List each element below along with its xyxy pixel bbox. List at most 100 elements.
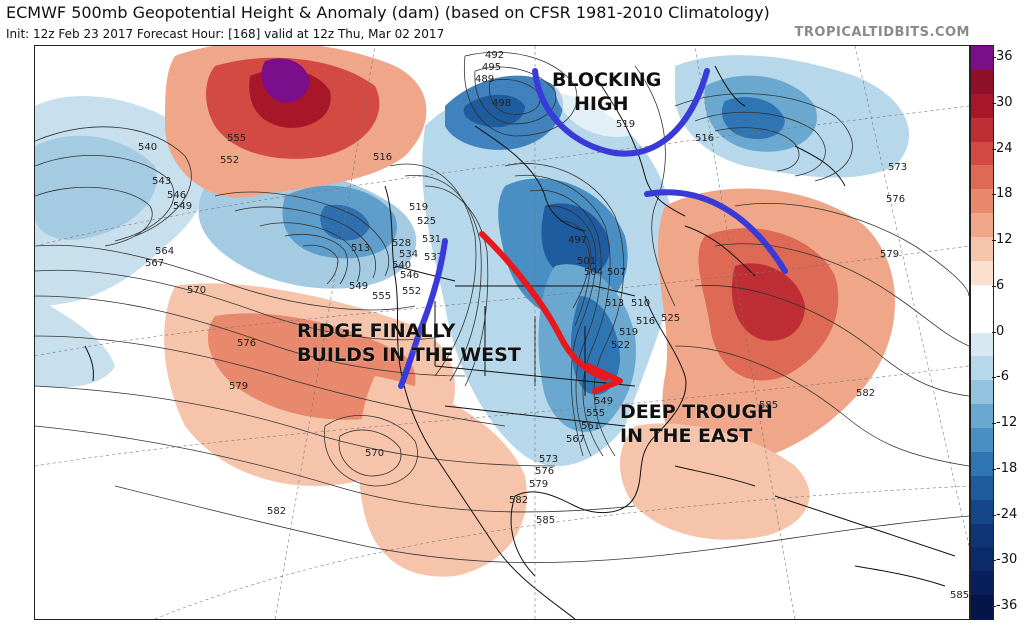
colorbar-segment [971, 356, 993, 381]
colorbar-tick-mark [992, 331, 996, 333]
contour-label: 573 [539, 454, 558, 465]
colorbar-segment [971, 284, 993, 310]
contour-label: 501 [577, 256, 596, 267]
contour-label: 585 [536, 515, 555, 526]
height-contours [35, 51, 969, 563]
contour-label: 507 [607, 267, 626, 278]
colorbar-segment [971, 499, 993, 524]
colorbar-segment [971, 547, 993, 572]
contour-label: 510 [631, 298, 650, 309]
colorbar-tick-label: 24 [996, 140, 1013, 156]
colorbar-tick-label: -6 [996, 369, 1009, 385]
contour-label: 582 [856, 388, 875, 399]
map-canvas: 540 543 546 549 555 552 564 567 570 576 … [35, 46, 969, 619]
contour-label: 489 [475, 74, 494, 85]
colorbar-segment [971, 189, 993, 214]
colorbar-segment [971, 332, 993, 357]
contour-label: 555 [372, 291, 391, 302]
contour-label: 513 [605, 298, 624, 309]
ridge-line2: BUILDS IN THE WEST [297, 344, 521, 366]
contour-label: 576 [886, 194, 905, 205]
contour-label: 546 [400, 270, 419, 281]
contour-label: 513 [351, 243, 370, 254]
contour-label: 528 [392, 238, 411, 249]
contour-label: 567 [566, 434, 585, 445]
contour-labels: 540 543 546 549 555 552 564 567 570 576 … [138, 50, 969, 601]
colorbar-tick-mark [992, 560, 996, 562]
contour-label: 567 [145, 258, 164, 269]
contour-label: 540 [392, 260, 411, 271]
contour-label: 516 [695, 133, 714, 144]
contour-label: 549 [594, 396, 613, 407]
colorbar-tick-mark [992, 514, 996, 516]
contour-label: 495 [482, 62, 501, 73]
colorbar-tick-mark [992, 240, 996, 241]
colorbar-segment [971, 237, 993, 262]
colorbar-tick-label: 0 [996, 323, 1005, 339]
colorbar-segment [971, 595, 993, 620]
anomaly-colorbar [970, 45, 994, 620]
colorbar-tick-mark [992, 423, 996, 424]
contour-label: 564 [155, 246, 174, 257]
ridge-label: RIDGE FINALLY BUILDS IN THE WEST [297, 319, 521, 367]
contour-label: 579 [529, 479, 548, 490]
contour-label: 531 [422, 234, 441, 245]
colorbar-segment [971, 117, 993, 142]
contour-label: 519 [616, 119, 635, 130]
blocking-high-line2: HIGH [574, 93, 629, 115]
colorbar-tick-label: 12 [996, 232, 1013, 247]
colorbar-tick-label: -30 [996, 552, 1018, 568]
contour-label: 570 [365, 448, 384, 459]
contour-label: 582 [267, 506, 286, 517]
trough-line1: DEEP TROUGH [620, 401, 773, 423]
colorbar-segment [971, 308, 993, 333]
colorbar-segment [971, 141, 993, 166]
colorbar-segment [971, 213, 993, 238]
contour-label: 525 [661, 313, 680, 324]
colorbar-tick-mark [992, 377, 996, 379]
contour-label: 585 [950, 590, 969, 601]
colorbar-tick-label: 18 [996, 186, 1013, 202]
colorbar-tick-mark [992, 102, 996, 104]
contour-label: 525 [417, 216, 436, 227]
colorbar-tick-label: 36 [996, 49, 1013, 64]
colorbar-tick-label: 30 [996, 94, 1013, 110]
trough-arrow-head [585, 363, 623, 394]
colorbar-segment [971, 428, 993, 453]
contour-label: 498 [492, 98, 511, 109]
contour-label: 534 [399, 249, 418, 260]
contour-label: 579 [880, 249, 899, 260]
anomaly-map: 540 543 546 549 555 552 564 567 570 576 … [34, 45, 970, 620]
colorbar-segment [971, 380, 993, 405]
colorbar-segment [971, 69, 993, 95]
coastlines [84, 65, 956, 619]
contour-label: 576 [237, 338, 256, 349]
contour-label: 546 [167, 190, 186, 201]
colorbar-segment [971, 46, 993, 71]
colorbar-segment [971, 451, 993, 477]
contour-label: 519 [409, 202, 428, 213]
contour-label: 540 [138, 142, 157, 153]
trough-line2: IN THE EAST [620, 425, 753, 447]
colorbar-tick-label: -18 [996, 460, 1018, 476]
chart-subtitle: Init: 12z Feb 23 2017 Forecast Hour: [16… [6, 27, 445, 41]
contour-label: 555 [586, 408, 605, 419]
ridge-line1: RIDGE FINALLY [297, 320, 456, 342]
contour-label: 522 [611, 340, 630, 351]
western-ridge-line [398, 238, 448, 389]
east-ridge-line [644, 189, 788, 274]
contour-label: 516 [373, 152, 392, 163]
blocking-high-label: BLOCKING HIGH [552, 68, 661, 116]
contour-label: 549 [173, 201, 192, 212]
contour-label: 492 [485, 50, 504, 61]
contour-label: 537 [424, 252, 443, 263]
contour-label: 570 [187, 285, 206, 296]
colorbar-segment [971, 571, 993, 596]
colorbar-tick-mark [992, 148, 996, 150]
colorbar-tick-label: -24 [996, 506, 1018, 522]
contour-label: 585 [759, 400, 778, 411]
annotation-strokes [398, 68, 788, 394]
contour-label: 504 [584, 267, 603, 278]
colorbar-tick-label: -12 [996, 415, 1018, 430]
colorbar-tick-mark [992, 57, 996, 58]
